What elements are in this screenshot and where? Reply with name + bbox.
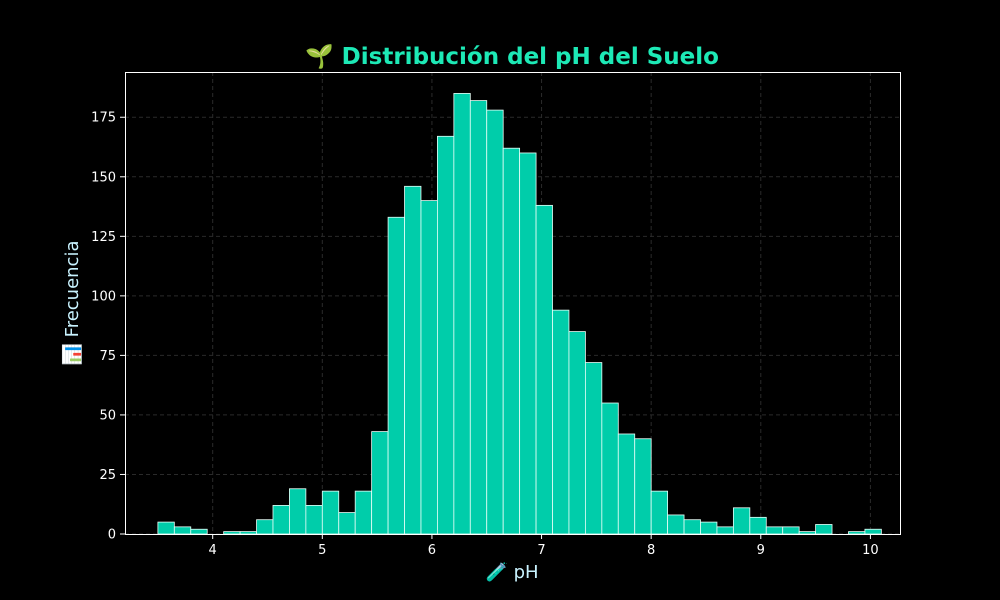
histogram-bar	[617, 433, 636, 535]
histogram-bar	[321, 490, 340, 535]
histogram-bar	[634, 438, 652, 535]
y-tick-label: 50	[99, 408, 116, 423]
histogram-bar	[700, 521, 718, 535]
y-axis-label: 📊 Frecuencia	[61, 241, 83, 366]
x-tick-label: 7	[537, 543, 545, 558]
histogram-bar	[173, 526, 192, 535]
histogram-bar	[157, 521, 175, 535]
chart-title: 🌱 Distribución del pH del Suelo	[305, 43, 719, 70]
histogram-bar	[864, 528, 882, 535]
histogram-bar	[650, 490, 669, 535]
x-tick-label: 5	[318, 543, 326, 558]
histogram-bars	[157, 93, 882, 535]
histogram-bar	[469, 100, 488, 535]
histogram-bar	[338, 512, 356, 535]
histogram-bar	[732, 507, 751, 535]
x-tick-label: 6	[428, 543, 436, 558]
histogram-bar	[239, 531, 257, 535]
histogram-bar	[256, 519, 274, 535]
x-tick-label: 4	[209, 543, 217, 558]
histogram-bar	[387, 216, 405, 535]
x-tick-label: 10	[862, 543, 879, 558]
histogram-bar	[568, 331, 586, 535]
histogram-bar	[667, 514, 685, 535]
histogram-bar	[289, 488, 307, 535]
histogram-bar	[601, 402, 619, 535]
y-tick-label: 0	[108, 528, 116, 543]
histogram-bar	[782, 526, 800, 535]
y-tick-label: 75	[99, 349, 116, 364]
histogram-bar	[848, 531, 866, 535]
x-axis-ticks: 4 5 6 7 8 9 10	[209, 534, 879, 558]
histogram-bar	[305, 505, 323, 535]
histogram-bar	[798, 531, 816, 535]
histogram-bar	[815, 524, 833, 535]
x-tick-label: 8	[647, 543, 655, 558]
histogram-bar	[437, 135, 455, 535]
histogram-bar	[716, 526, 734, 535]
histogram-bar	[354, 490, 373, 535]
histogram-bar	[453, 93, 471, 535]
histogram-bar	[486, 109, 504, 535]
x-tick-label: 9	[757, 543, 765, 558]
histogram-bar	[223, 531, 241, 535]
x-axis-label: 🧪 pH	[485, 562, 538, 583]
histogram-bar	[519, 152, 537, 535]
histogram-bar	[371, 431, 389, 535]
y-tick-label: 25	[99, 468, 116, 483]
y-tick-label: 175	[91, 111, 116, 126]
histogram-bar	[404, 185, 422, 535]
y-tick-label: 100	[91, 289, 116, 304]
histogram-bar	[272, 505, 290, 535]
y-tick-label: 125	[91, 230, 116, 245]
histogram-bar	[190, 528, 208, 535]
histogram-bar	[420, 200, 438, 535]
histogram-bar	[535, 204, 553, 535]
y-tick-label: 150	[91, 170, 116, 185]
histogram-bar	[584, 362, 603, 535]
histogram-bar	[765, 526, 784, 535]
histogram-bar	[552, 309, 570, 535]
histogram-bar	[502, 147, 521, 535]
y-axis-ticks: 0 25 50 75 100 125 150 175	[91, 111, 125, 543]
histogram-bar	[683, 519, 701, 535]
histogram-bar	[749, 516, 767, 535]
plot-frame	[125, 72, 901, 535]
